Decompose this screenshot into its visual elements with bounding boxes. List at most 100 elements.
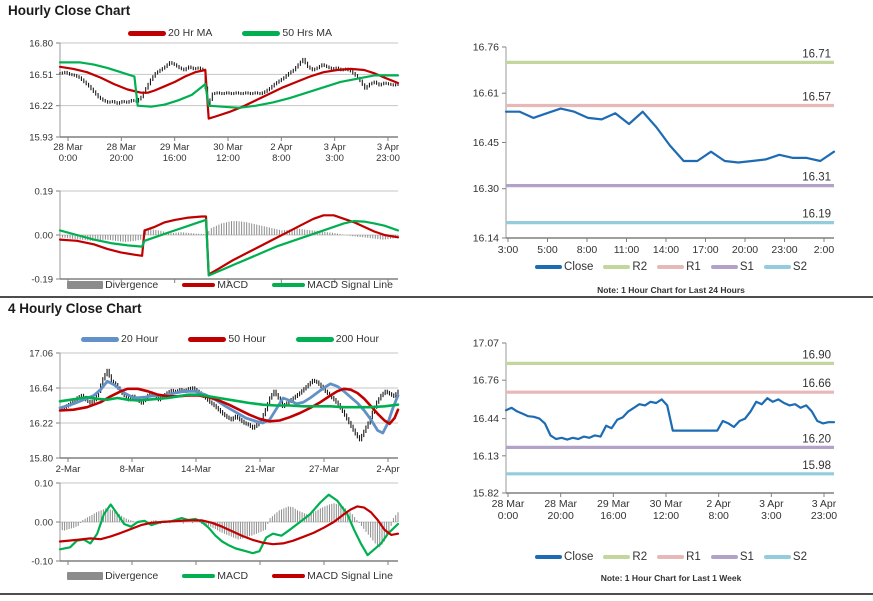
hourly-macd-chart: 0.19 0.00 -0.19: [31, 187, 400, 286]
svg-text:8:00: 8:00: [272, 153, 291, 164]
svg-text:16.20: 16.20: [802, 433, 831, 445]
legend-label: R2: [632, 551, 648, 563]
legend-marker-macd-signal-line: [272, 282, 306, 288]
four-hourly-section-title: 4 Hourly Close Chart: [8, 301, 142, 316]
svg-text:30 Mar: 30 Mar: [213, 142, 243, 153]
svg-text:15.93: 15.93: [29, 133, 53, 144]
legend-marker-macd: [182, 282, 216, 288]
svg-text:23:00: 23:00: [811, 510, 837, 522]
svg-text:3:00: 3:00: [761, 510, 782, 522]
legend-marker-20-hr-ma: [128, 30, 167, 36]
legend-marker-r2: [603, 265, 631, 269]
legend-item-r1: R1: [657, 261, 701, 273]
svg-text:2 Apr: 2 Apr: [706, 498, 731, 510]
legend-label: 50 Hour: [228, 333, 266, 345]
legend-marker-s1: [710, 555, 738, 559]
legend-label: Divergence: [105, 570, 159, 582]
svg-text:8:00: 8:00: [708, 510, 729, 522]
svg-text:12:00: 12:00: [653, 510, 679, 522]
svg-text:16:00: 16:00: [163, 153, 187, 164]
legend-marker-r2: [603, 555, 631, 559]
intraday-close-chart: 16.76 16.61 16.45 16.30 16.143:00 5:00 8:00 11:…: [473, 42, 836, 256]
section-divider: [0, 296, 873, 298]
fourhourly-price-chart: 17.06 16.64 16.22 15.802-Mar 8-Mar 14-Mar 21-M…: [29, 349, 399, 476]
svg-text:16:00: 16:00: [600, 510, 626, 522]
legend-item-200-hour: 200 Hour: [295, 333, 379, 345]
legend-marker-s2: [763, 265, 791, 269]
svg-text:16.45: 16.45: [473, 137, 499, 149]
legend-label: S2: [792, 551, 807, 563]
svg-text:3 Apr: 3 Apr: [759, 498, 784, 510]
legend-item-20-hr-ma: 20 Hr MA: [128, 27, 212, 39]
svg-text:16.19: 16.19: [802, 209, 831, 221]
svg-text:16.14: 16.14: [473, 233, 499, 245]
svg-text:0.00: 0.00: [35, 231, 54, 242]
fourhourly-macd-chart: 0.10 0.00 -0.10: [31, 479, 400, 568]
svg-text:0.10: 0.10: [35, 479, 54, 490]
svg-text:23:00: 23:00: [771, 244, 797, 256]
svg-text:28 Mar: 28 Mar: [107, 142, 137, 153]
legend-item-r1: R1: [657, 551, 701, 563]
legend-label: R2: [632, 261, 648, 273]
legend-label: MACD: [217, 279, 249, 291]
svg-text:28 Mar: 28 Mar: [53, 142, 83, 153]
svg-text:3 Apr: 3 Apr: [324, 142, 346, 153]
svg-text:29 Mar: 29 Mar: [160, 142, 190, 153]
fourhourly-price-legend: 20 Hour 50 Hour 200 Hour: [60, 333, 400, 345]
legend-item-divergence: Divergence: [67, 279, 158, 291]
svg-text:11:00: 11:00: [614, 244, 640, 256]
weekly-legend: Close R2 R1 S1 S2: [506, 551, 836, 563]
svg-text:3 Apr: 3 Apr: [812, 498, 837, 510]
svg-text:21-Mar: 21-Mar: [245, 464, 275, 475]
svg-text:28 Mar: 28 Mar: [492, 498, 525, 510]
svg-text:8:00: 8:00: [577, 244, 598, 256]
legend-label: MACD Signal Line: [307, 570, 393, 582]
svg-text:16.76: 16.76: [473, 42, 499, 54]
svg-text:20:00: 20:00: [548, 510, 574, 522]
svg-text:2-Mar: 2-Mar: [56, 464, 81, 475]
legend-item-s2: S2: [763, 551, 807, 563]
svg-text:16.66: 16.66: [802, 378, 831, 390]
legend-item-50-hour: 50 Hour: [188, 333, 266, 345]
legend-label: R1: [686, 551, 701, 563]
svg-text:20:00: 20:00: [732, 244, 758, 256]
svg-text:2:00: 2:00: [814, 244, 835, 256]
legend-item-close: Close: [535, 551, 593, 563]
legend-label: Close: [564, 551, 594, 563]
svg-text:3:00: 3:00: [325, 153, 344, 164]
svg-text:16.13: 16.13: [473, 450, 499, 462]
svg-text:16.80: 16.80: [29, 39, 53, 50]
svg-text:8-Mar: 8-Mar: [120, 464, 145, 475]
svg-text:15.98: 15.98: [802, 460, 831, 472]
legend-label: 200 Hour: [335, 333, 379, 345]
weekly-note: Note: 1 Hour Chart for Last 1 Week: [600, 573, 742, 583]
legend-label: MACD Signal Line: [307, 279, 393, 291]
legend-label: 20 Hour: [121, 333, 159, 345]
legend-marker-close: [535, 265, 563, 269]
legend-marker-r1: [657, 265, 685, 269]
legend-item-r2: R2: [603, 261, 647, 273]
svg-text:12:00: 12:00: [216, 153, 240, 164]
legend-item-macd-signal-line: MACD Signal Line: [272, 570, 393, 582]
legend-marker-200-hour: [295, 336, 334, 342]
svg-text:16.57: 16.57: [802, 92, 831, 104]
svg-text:30 Mar: 30 Mar: [650, 498, 683, 510]
legend-label: R1: [686, 261, 701, 273]
svg-text:17:00: 17:00: [692, 244, 718, 256]
legend-marker-50-hrs-ma: [242, 30, 281, 36]
svg-text:17.06: 17.06: [29, 349, 53, 360]
legend-label: S2: [792, 261, 807, 273]
svg-text:14-Mar: 14-Mar: [181, 464, 211, 475]
legend-marker-r1: [657, 555, 685, 559]
svg-text:16.71: 16.71: [802, 48, 831, 60]
svg-text:29 Mar: 29 Mar: [597, 498, 630, 510]
legend-item-s1: S1: [710, 261, 754, 273]
legend-label: Close: [564, 261, 594, 273]
intraday-legend: Close R2 R1 S1 S2: [506, 261, 836, 273]
legend-item-50-hrs-ma: 50 Hrs MA: [242, 27, 332, 39]
svg-text:16.61: 16.61: [473, 88, 499, 100]
legend-marker-divergence: [67, 281, 104, 289]
svg-text:0:00: 0:00: [498, 510, 519, 522]
svg-text:-0.19: -0.19: [31, 275, 53, 286]
